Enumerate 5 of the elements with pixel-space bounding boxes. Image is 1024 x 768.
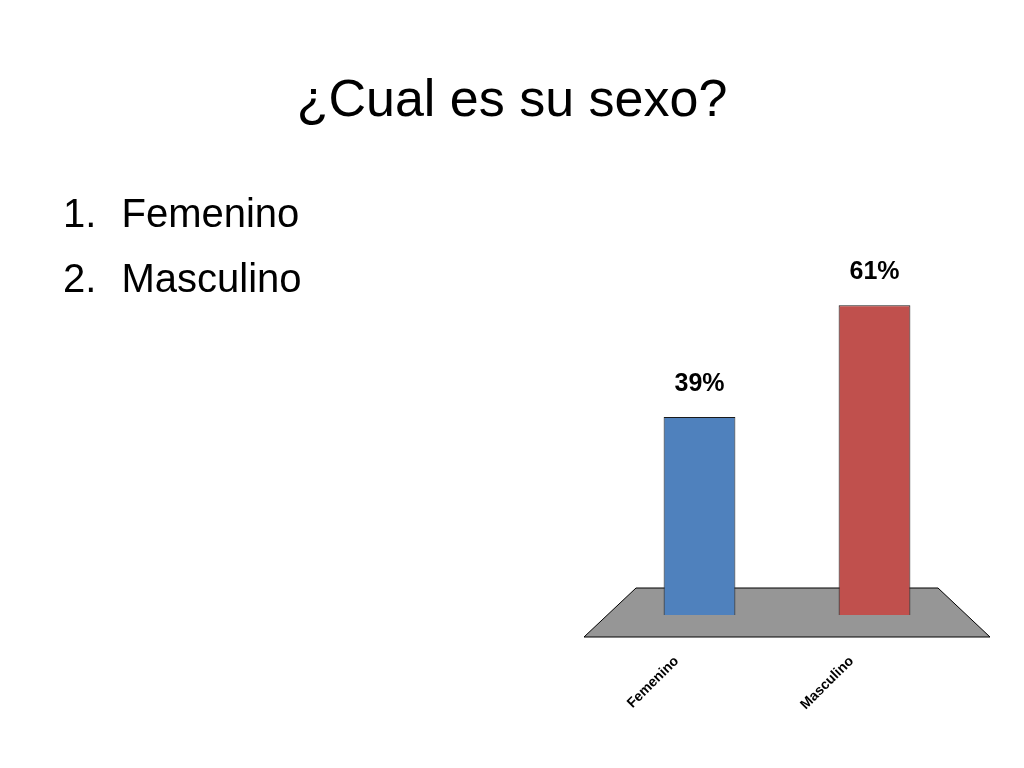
chart-title: ¿Cual es su sexo?: [295, 68, 729, 128]
text: 1. Femenino: [63, 190, 301, 237]
data-label: 39%: [674, 367, 725, 396]
data-label: 61%: [849, 256, 900, 285]
text: 2. Masculino: [63, 255, 302, 302]
